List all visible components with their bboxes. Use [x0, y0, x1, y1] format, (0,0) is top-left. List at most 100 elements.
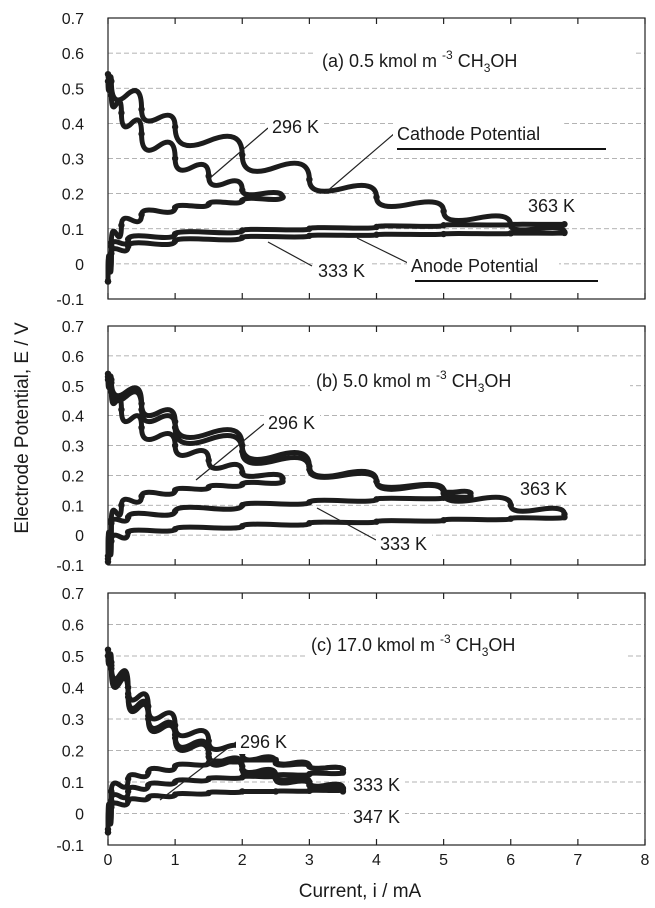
- x-tick-label: 2: [238, 852, 247, 869]
- data-point: [306, 781, 313, 789]
- y-tick-label: 0.7: [62, 319, 84, 336]
- data-point: [279, 193, 286, 201]
- series-line-anode: [105, 514, 567, 565]
- annotation-leader: [324, 132, 396, 194]
- data-point: [373, 496, 380, 503]
- series-line-cathode: [105, 78, 286, 200]
- y-tick-label: 0.1: [62, 775, 84, 792]
- y-tick-label: 0.3: [62, 712, 84, 729]
- data-point: [339, 769, 347, 776]
- data-point: [104, 370, 112, 377]
- y-tick-label: 0.5: [62, 379, 84, 396]
- data-point: [108, 804, 115, 811]
- series-line-anode: [105, 221, 567, 284]
- annotation-label: 347 K: [353, 807, 400, 827]
- y-tick-label: 0: [75, 528, 84, 545]
- data-point: [171, 237, 179, 245]
- data-point: [440, 516, 447, 524]
- data-point: [373, 518, 380, 525]
- data-point: [124, 693, 132, 701]
- y-tick-label: 0.5: [62, 81, 84, 98]
- y-tick-label: 0.4: [62, 116, 84, 133]
- data-point: [306, 176, 313, 183]
- data-point: [507, 230, 514, 237]
- x-tick-label: 8: [641, 852, 650, 869]
- data-point: [124, 797, 132, 805]
- data-point: [561, 514, 568, 521]
- data-point: [239, 469, 246, 476]
- data-point: [306, 519, 313, 527]
- data-point: [171, 778, 179, 786]
- x-tick-label: 7: [573, 852, 582, 869]
- y-tick-label: 0.6: [62, 349, 84, 366]
- annotation-bg: [407, 254, 559, 278]
- panel-b: -0.1 0 0.1 0.2 0.3 0.4 0.5 0.6 0.7 (b) 5.0 kmol m…: [56, 319, 646, 575]
- data-point: [108, 376, 115, 383]
- y-tick-label: 0.2: [62, 744, 84, 761]
- data-point: [440, 222, 447, 229]
- data-point: [205, 172, 212, 180]
- data-point: [205, 775, 212, 783]
- annotation-bg: [393, 122, 565, 146]
- data-point: [124, 528, 132, 536]
- series-line-anode: [105, 230, 567, 284]
- series-line-cathode: [105, 71, 567, 235]
- series-line-anode: [105, 757, 346, 832]
- data-point: [138, 211, 145, 218]
- data-point: [272, 756, 280, 764]
- annotation-label: 333 K: [353, 775, 400, 795]
- panel-label: (c) 17.0 kmol m -3 CH3OH: [311, 632, 515, 659]
- data-point: [124, 236, 132, 243]
- data-point: [205, 789, 212, 797]
- data-point: [104, 278, 112, 285]
- data-point: [145, 769, 152, 776]
- annotation-leader: [159, 741, 237, 801]
- data-point: [108, 665, 115, 672]
- data-point: [507, 515, 514, 522]
- y-tick-label: 0: [75, 807, 84, 824]
- data-point: [239, 234, 246, 241]
- annotation-label: 363 K: [528, 196, 575, 216]
- series-line-anode: [105, 787, 346, 835]
- data-point: [205, 457, 212, 464]
- data-point: [171, 204, 179, 211]
- data-point: [104, 558, 112, 566]
- data-point: [205, 200, 212, 208]
- data-point: [440, 490, 447, 497]
- series-line-anode: [105, 770, 346, 835]
- data-point: [108, 537, 115, 545]
- data-point: [124, 514, 132, 521]
- data-point: [279, 478, 286, 485]
- data-point: [171, 442, 179, 449]
- y-axis-label: Electrode Potential, E / V: [12, 322, 33, 534]
- data-point: [239, 151, 246, 159]
- annotation-bg: [268, 115, 324, 139]
- data-point: [145, 794, 152, 801]
- y-tick-label: 0.4: [62, 409, 84, 426]
- y-tick-label: 0.4: [62, 681, 84, 698]
- data-point: [104, 71, 112, 78]
- y-tick-label: 0.3: [62, 152, 84, 169]
- data-point: [118, 109, 125, 117]
- panel-c: -0.1 0 0.1 0.2 0.3 0.4 0.5 0.6 0.7 0 1 2 3 4 5 6 7 8 (c) 1…: [56, 586, 649, 869]
- x-tick-label: 3: [305, 852, 314, 869]
- data-point: [561, 220, 568, 228]
- data-point: [272, 788, 280, 795]
- annotation-label: 333 K: [318, 261, 365, 281]
- data-point: [145, 781, 152, 789]
- data-point: [104, 829, 112, 836]
- data-point: [124, 775, 132, 783]
- data-point: [108, 519, 115, 527]
- data-point: [306, 787, 313, 795]
- y-tick-label: -0.1: [56, 838, 84, 855]
- data-point: [306, 232, 313, 239]
- panel-label: (a) 0.5 kmol m -3 CH3OH: [322, 48, 517, 75]
- panel-label-bg: [305, 631, 625, 659]
- data-point: [239, 227, 246, 234]
- y-tick-label: 0.2: [62, 468, 84, 485]
- annotation-leader: [316, 507, 377, 541]
- data-point: [118, 222, 125, 229]
- y-tick-label: 0.2: [62, 187, 84, 204]
- series-line-cathode: [105, 371, 567, 517]
